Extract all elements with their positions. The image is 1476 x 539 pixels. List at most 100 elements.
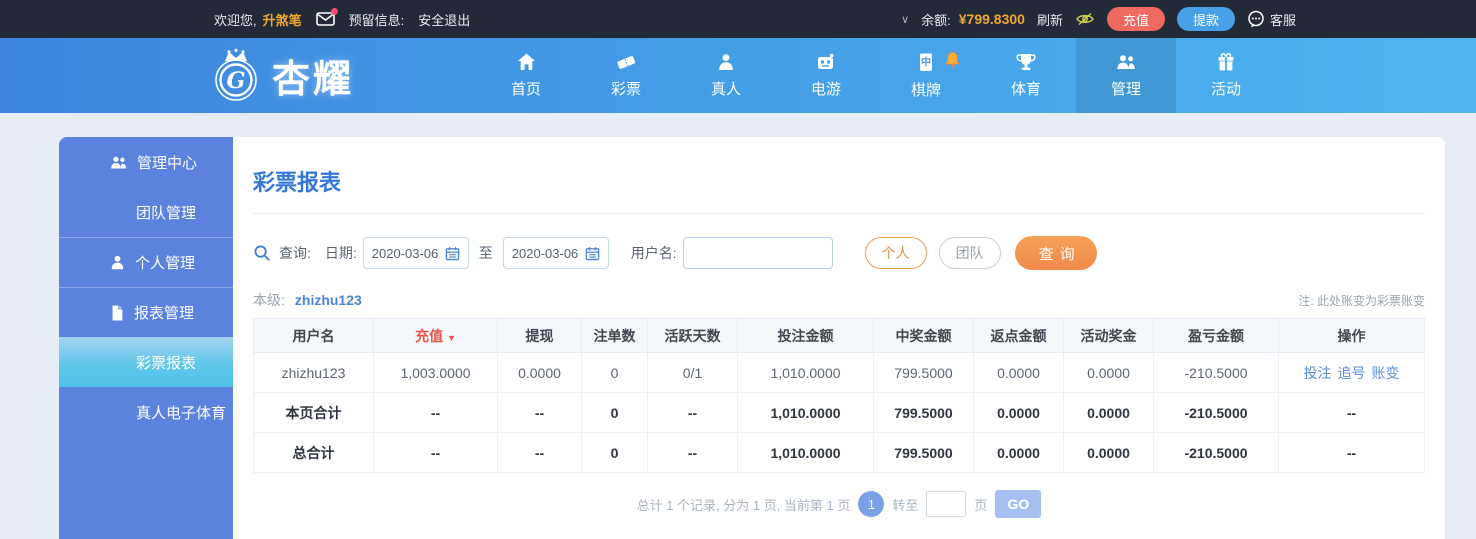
table-header-row: 用户名 充值 ▼ 提现 注单数 活跃天数 投注金额 中奖金额 返点金额 活动奖金…: [253, 318, 1425, 353]
refresh-link[interactable]: 刷新: [1036, 12, 1063, 28]
withdraw-button[interactable]: 提款: [1176, 7, 1235, 31]
col-win-amount: 中奖金额: [873, 318, 974, 353]
table-cell: --: [373, 432, 498, 473]
home-icon: [517, 53, 535, 70]
nav-item-egames[interactable]: 电游: [776, 38, 876, 113]
table-cell-loss: -210.5000: [1153, 352, 1279, 393]
robot-icon: [818, 54, 834, 69]
users-icon: [111, 156, 126, 168]
nav-item-activity[interactable]: 活动: [1176, 38, 1276, 113]
page-unit-label: 页: [974, 497, 988, 513]
mahjong-tile-icon: 中: [920, 53, 933, 71]
chase-link[interactable]: 追号: [1337, 364, 1366, 381]
nav-item-boardgames[interactable]: 中 棋牌: [876, 38, 976, 113]
brand-name: 杏耀: [272, 59, 355, 101]
calendar-icon: [585, 246, 600, 260]
date-from-input[interactable]: 2020-03-06: [362, 237, 469, 269]
sort-desc-icon: ▼: [446, 332, 456, 343]
sidebar-item-team-manage[interactable]: 团队管理: [136, 204, 197, 222]
pagination: 总计 1 个记录, 分为 1 页, 当前第 1 页 1 转至 页 GO: [253, 490, 1425, 518]
sidebar: 管理中心 团队管理 个人管理 报表管理 彩票报表 真人电子体育: [59, 137, 233, 539]
main-navbar: G 杏耀 首页 彩票 真人 电游 中 棋牌 体育: [0, 38, 1476, 113]
username-link[interactable]: 升煞笔: [262, 12, 302, 28]
table-cell-operations: 投注 追号 账变: [1278, 352, 1425, 393]
sidebar-item-manage-center[interactable]: 管理中心: [59, 137, 233, 187]
page-number-button[interactable]: 1: [858, 491, 885, 517]
users-icon: [1117, 55, 1135, 69]
nav-item-manage[interactable]: 管理: [1076, 38, 1177, 113]
search-bar: 查询: 日期: 2020-03-06 至 2020-03-06 用户名: 个人 …: [253, 236, 1425, 270]
service-label: 客服: [1269, 12, 1296, 28]
table-cell: 0: [581, 432, 648, 473]
table-cell-operations: --: [1278, 432, 1425, 473]
level-user-link[interactable]: zhizhu123: [294, 292, 362, 308]
crown-emblem-icon: G: [215, 48, 257, 101]
level-row: 本级: zhizhu123 注: 此处账变为彩票账变: [253, 290, 1425, 310]
team-toggle-button[interactable]: 团队: [938, 237, 1001, 269]
level-label: 本级:: [253, 292, 285, 308]
goto-page-input[interactable]: [926, 491, 967, 517]
document-icon: [112, 304, 123, 321]
content-area: 管理中心 团队管理 个人管理 报表管理 彩票报表 真人电子体育 彩票报表 查询:…: [0, 113, 1476, 539]
table-cell: 总合计: [253, 432, 374, 473]
sidebar-item-lottery-report[interactable]: 彩票报表: [59, 337, 233, 387]
table-cell: 0/1: [647, 352, 738, 393]
sidebar-item-live-egames-sports[interactable]: 真人电子体育: [136, 404, 227, 422]
go-button[interactable]: GO: [995, 490, 1042, 518]
balance-label: 余额:: [921, 12, 951, 28]
table-row-grand-total: 总合计 -- -- 0 -- 1,010.0000 799.5000 0.000…: [253, 432, 1425, 473]
col-deposit-sortable[interactable]: 充值 ▼: [373, 318, 498, 353]
person-icon: [111, 255, 124, 270]
nav-item-sports[interactable]: 体育: [976, 38, 1076, 113]
nav-item-home[interactable]: 首页: [476, 38, 576, 113]
table-cell: --: [647, 392, 738, 433]
nav-item-live[interactable]: 真人: [676, 38, 776, 113]
deposit-button[interactable]: 充值: [1106, 7, 1165, 31]
report-table: 用户名 充值 ▼ 提现 注单数 活跃天数 投注金额 中奖金额 返点金额 活动奖金…: [253, 318, 1425, 473]
logout-link[interactable]: 安全退出: [418, 12, 471, 28]
table-row-page-total: 本页合计 -- -- 0 -- 1,010.0000 799.5000 0.00…: [253, 392, 1425, 433]
bets-link[interactable]: 投注: [1303, 364, 1332, 381]
table-cell: 799.5000: [873, 432, 974, 473]
table-row: zhizhu123 1,003.0000 0.0000 0 0/1 1,010.…: [253, 352, 1425, 393]
chevron-down-icon[interactable]: ∨: [901, 13, 910, 26]
table-cell-operations: --: [1278, 392, 1425, 433]
svg-text:G: G: [227, 68, 246, 94]
col-operations: 操作: [1278, 318, 1425, 353]
table-cell: 本页合计: [253, 392, 374, 433]
search-icon: [254, 245, 270, 261]
bell-icon: [945, 52, 960, 68]
username-input[interactable]: [682, 237, 833, 269]
nav-item-lottery[interactable]: 彩票: [576, 38, 676, 113]
date-label: 日期:: [324, 245, 357, 261]
date-to-input[interactable]: 2020-03-06: [502, 237, 609, 269]
account-change-link[interactable]: 账变: [1371, 364, 1400, 381]
query-label: 查询:: [279, 245, 311, 261]
pagination-summary: 总计 1 个记录, 分为 1 页, 当前第 1 页: [636, 497, 851, 513]
brand-logo[interactable]: G 杏耀: [208, 47, 354, 105]
to-label: 至: [478, 245, 493, 261]
table-cell: 0.0000: [973, 432, 1064, 473]
person-icon: [719, 54, 733, 70]
ticket-icon: [617, 56, 636, 69]
account-change-note: 注: 此处账变为彩票账变: [1298, 294, 1425, 308]
goto-label: 转至: [892, 497, 919, 513]
sidebar-item-personal-manage[interactable]: 个人管理: [59, 237, 233, 287]
svg-text:中: 中: [921, 55, 931, 68]
table-cell: 0.0000: [973, 352, 1064, 393]
table-cell: 0.0000: [1063, 352, 1154, 393]
col-bet-amount: 投注金额: [737, 318, 874, 353]
eye-slash-icon[interactable]: [1075, 12, 1095, 26]
col-withdraw: 提现: [497, 318, 582, 353]
customer-service-button[interactable]: 客服: [1247, 10, 1296, 29]
col-bet-count: 注单数: [581, 318, 648, 353]
sidebar-item-report-manage[interactable]: 报表管理: [59, 287, 233, 337]
welcome-text: 欢迎您,: [214, 12, 257, 28]
col-username: 用户名: [253, 318, 374, 353]
search-button[interactable]: 查询: [1014, 236, 1097, 270]
table-cell: 1,003.0000: [373, 352, 498, 393]
chat-icon: [1248, 10, 1264, 28]
mail-icon[interactable]: [315, 8, 338, 26]
personal-toggle-button[interactable]: 个人: [864, 237, 927, 269]
page-title: 彩票报表: [253, 170, 342, 195]
